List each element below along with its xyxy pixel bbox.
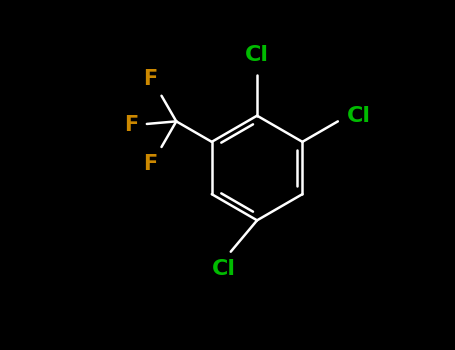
Text: F: F	[124, 115, 139, 135]
Text: Cl: Cl	[212, 259, 236, 279]
Text: Cl: Cl	[245, 45, 269, 65]
Text: F: F	[143, 154, 157, 174]
Text: F: F	[143, 69, 157, 89]
Text: Cl: Cl	[347, 106, 370, 126]
